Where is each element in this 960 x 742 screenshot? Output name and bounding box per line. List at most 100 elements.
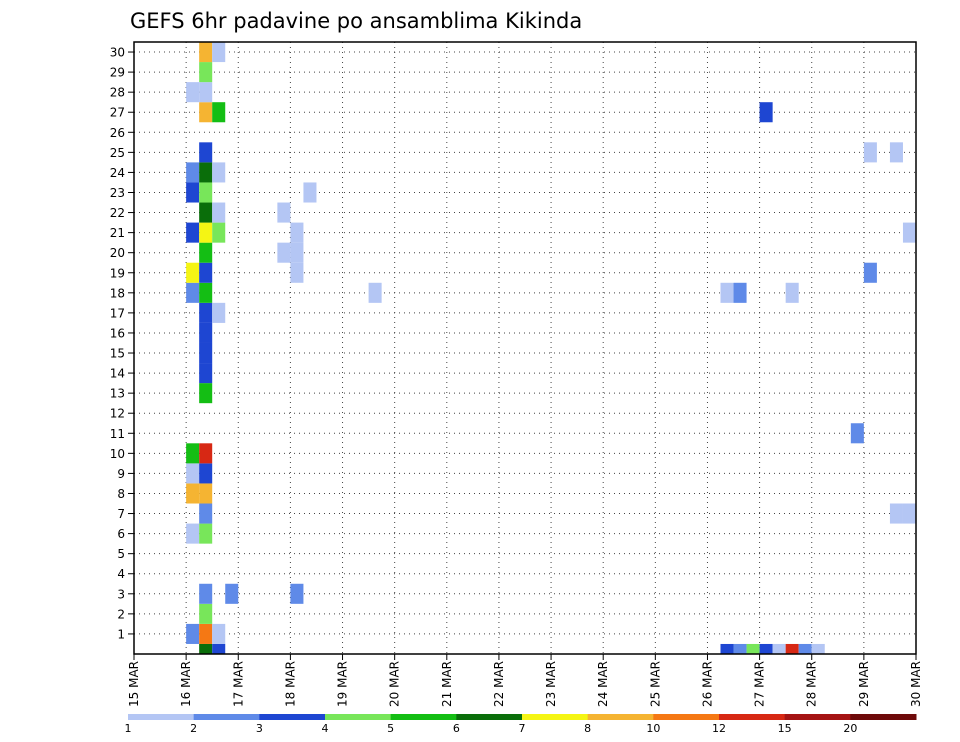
heatmap-cell bbox=[199, 182, 213, 203]
x-tick-label: 24 MAR bbox=[596, 661, 610, 707]
heatmap-cell bbox=[199, 242, 213, 263]
y-tick-label: 10 bbox=[110, 447, 125, 461]
heatmap-cell bbox=[863, 262, 877, 283]
x-tick-label: 23 MAR bbox=[544, 661, 558, 707]
heatmap-cell bbox=[863, 142, 877, 163]
x-tick-label: 25 MAR bbox=[648, 661, 662, 707]
x-tick-label: 20 MAR bbox=[388, 661, 402, 707]
heatmap-cell bbox=[186, 222, 200, 243]
heatmap-cell bbox=[733, 643, 747, 654]
y-tick-label: 9 bbox=[117, 467, 125, 481]
heatmap-cell bbox=[212, 162, 226, 183]
heatmap-cell bbox=[902, 222, 916, 243]
colorbar-segment bbox=[850, 714, 917, 720]
x-tick-label: 29 MAR bbox=[857, 661, 871, 707]
y-tick-label: 4 bbox=[117, 567, 125, 581]
y-tick-label: 3 bbox=[117, 587, 125, 601]
heatmap-cell bbox=[798, 643, 812, 654]
y-tick-label: 8 bbox=[117, 487, 125, 501]
heatmap-cell bbox=[212, 222, 226, 243]
heatmap-cell bbox=[186, 463, 200, 484]
heatmap-cell bbox=[199, 603, 213, 624]
y-tick-label: 12 bbox=[110, 407, 125, 421]
colorbar-segment bbox=[259, 714, 326, 720]
heatmap-cell bbox=[186, 523, 200, 544]
heatmap-cell bbox=[290, 262, 304, 283]
x-tick-label: 21 MAR bbox=[440, 661, 454, 707]
colorbar-label: 6 bbox=[453, 722, 460, 735]
heatmap-cell bbox=[199, 643, 213, 654]
heatmap-cell bbox=[759, 102, 773, 123]
y-tick-label: 14 bbox=[110, 367, 125, 381]
heatmap-cell bbox=[199, 623, 213, 644]
x-tick-label: 17 MAR bbox=[231, 661, 245, 707]
colorbar-label: 10 bbox=[646, 722, 660, 735]
colorbar-segment bbox=[587, 714, 654, 720]
heatmap-cell bbox=[225, 583, 239, 604]
y-tick-label: 27 bbox=[110, 106, 125, 120]
heatmap-cell bbox=[199, 443, 213, 464]
y-tick-label: 1 bbox=[117, 627, 125, 641]
x-tick-label: 16 MAR bbox=[179, 661, 193, 707]
colorbar-label: 4 bbox=[322, 722, 329, 735]
heatmap-cell bbox=[759, 643, 773, 654]
y-tick-label: 24 bbox=[110, 166, 125, 180]
colorbar-segment bbox=[653, 714, 720, 720]
heatmap-cell bbox=[186, 443, 200, 464]
heatmap-cell bbox=[186, 182, 200, 203]
heatmap-cell bbox=[199, 363, 213, 384]
y-tick-label: 23 bbox=[110, 186, 125, 200]
colorbar-label: 20 bbox=[843, 722, 857, 735]
heatmap-cell bbox=[199, 583, 213, 604]
heatmap-cell bbox=[811, 643, 825, 654]
y-tick-label: 13 bbox=[110, 387, 125, 401]
y-tick-label: 30 bbox=[110, 46, 125, 60]
y-tick-label: 25 bbox=[110, 146, 125, 160]
heatmap-cell bbox=[186, 623, 200, 644]
heatmap-cell bbox=[199, 383, 213, 404]
heatmap-cell bbox=[199, 102, 213, 123]
heatmap-cell bbox=[199, 342, 213, 364]
heatmap-cell bbox=[199, 503, 213, 524]
heatmap-cell bbox=[785, 282, 799, 303]
chart-title: GEFS 6hr padavine po ansamblima Kikinda bbox=[130, 9, 582, 33]
x-tick-label: 30 MAR bbox=[909, 661, 923, 707]
heatmap-cell bbox=[212, 102, 226, 123]
colorbar-label: 7 bbox=[519, 722, 526, 735]
heatmap-cell bbox=[290, 242, 304, 263]
heatmap-cell bbox=[303, 182, 317, 203]
colorbar-label: 5 bbox=[387, 722, 394, 735]
y-tick-label: 22 bbox=[110, 206, 125, 220]
y-tick-label: 17 bbox=[110, 306, 125, 320]
y-tick-label: 15 bbox=[110, 347, 125, 361]
heatmap-cell bbox=[199, 62, 213, 83]
heatmap-cell bbox=[199, 282, 213, 303]
colorbar-segment bbox=[719, 714, 786, 720]
y-axis: 1234567891011121314151617181920212223242… bbox=[110, 46, 134, 641]
colorbar-label: 1 bbox=[125, 722, 132, 735]
y-tick-label: 16 bbox=[110, 326, 125, 340]
heatmap-cell bbox=[772, 643, 786, 654]
heatmap-cell bbox=[290, 222, 304, 243]
y-tick-label: 19 bbox=[110, 266, 125, 280]
heatmap-cell bbox=[277, 242, 291, 263]
heatmap-cell bbox=[199, 483, 213, 504]
heatmap-cell bbox=[733, 282, 747, 303]
y-tick-label: 11 bbox=[110, 427, 125, 441]
heatmap-cell bbox=[186, 82, 200, 103]
x-tick-label: 28 MAR bbox=[805, 661, 819, 707]
y-tick-label: 26 bbox=[110, 126, 125, 140]
heatmap-cell bbox=[199, 82, 213, 103]
x-tick-label: 15 MAR bbox=[127, 661, 141, 707]
colorbar-label: 12 bbox=[712, 722, 726, 735]
heatmap-cells bbox=[186, 42, 916, 654]
y-tick-label: 7 bbox=[117, 507, 125, 521]
colorbar: 1 2 3 4 5 6 7 8 10 12 15 20 bbox=[125, 714, 917, 735]
heatmap-cell bbox=[290, 583, 304, 604]
heatmap-cell bbox=[186, 162, 200, 183]
heatmap-cell bbox=[199, 162, 213, 183]
heatmap-cell bbox=[212, 302, 226, 323]
heatmap-cell bbox=[212, 623, 226, 644]
gridlines bbox=[134, 42, 916, 654]
